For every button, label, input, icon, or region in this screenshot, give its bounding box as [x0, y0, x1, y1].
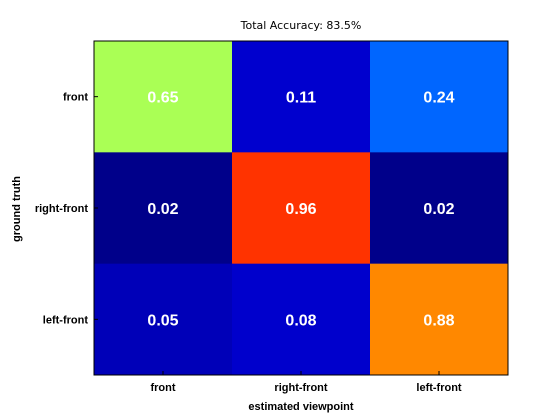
x-axis-ticks: front right-front left-front: [150, 371, 462, 394]
x-axis-label: estimated viewpoint: [248, 401, 353, 413]
heatmap-cell-r2-c0: [94, 263, 233, 376]
cell-value-label-r2-c0: 0.05: [147, 312, 178, 329]
chart-title: Total Accuracy: 83.5%: [240, 19, 362, 32]
heatmap-cell-r1-c0: [94, 152, 233, 265]
cell-value-label-r0-c2: 0.24: [423, 90, 454, 107]
heatmap-cell-r0-c1: [232, 41, 371, 153]
y-tick-label-1: right-front: [35, 203, 88, 215]
cell-value-label-r2-c1: 0.08: [285, 312, 316, 329]
cell-value-label-r2-c2: 0.88: [423, 312, 454, 329]
y-tick-label-0: front: [63, 92, 88, 104]
heatmap-cell-r0-c0: [94, 41, 233, 153]
y-axis-label: ground truth: [11, 176, 23, 242]
cell-value-label-r1-c0: 0.02: [147, 201, 178, 218]
cell-value-label-r0-c1: 0.11: [286, 90, 316, 107]
heatmap-cell-r0-c2: [370, 41, 509, 153]
heatmap-cell-r1-c2: [370, 152, 509, 265]
x-tick-label-2: left-front: [416, 382, 462, 394]
heatmap-cell-r1-c1: [232, 152, 371, 265]
heatmap-cell-r2-c1: [232, 263, 371, 376]
heatmap-cell-r2-c2: [370, 263, 509, 376]
y-axis-ticks: front right-front left-front: [35, 92, 98, 326]
cell-value-label-r1-c1: 0.96: [285, 201, 316, 218]
heatmap-cells: [94, 41, 509, 376]
x-tick-label-0: front: [150, 382, 175, 394]
x-tick-label-1: right-front: [274, 382, 327, 394]
cell-value-label-r0-c0: 0.65: [147, 90, 178, 107]
y-tick-label-2: left-front: [43, 314, 89, 326]
cell-value-label-r1-c2: 0.02: [423, 201, 454, 218]
heatmap-value-labels: 0.65 0.11 0.24 0.02 0.96 0.02 0.05 0.08 0.88: [147, 90, 454, 330]
